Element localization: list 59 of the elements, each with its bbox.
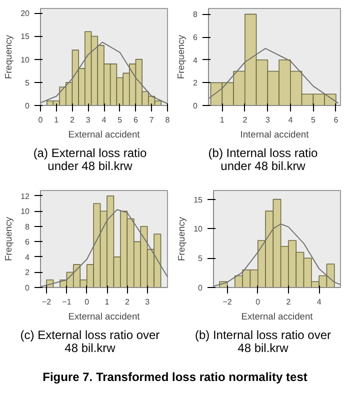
y-tick-label: 10 <box>20 55 30 64</box>
y-tick-label: 10 <box>20 207 30 216</box>
x-tick-label: 4 <box>102 116 107 124</box>
y-tick-label: 0 <box>198 284 204 292</box>
x-tick-label: 1 <box>104 298 110 306</box>
x-tick-label: 6 <box>134 116 139 124</box>
y-axis-title: Frequency <box>176 216 187 262</box>
y-tick-label: 10 <box>194 224 204 234</box>
text: (c) External loss ratio over 48 bil.krw <box>20 328 160 355</box>
y-tick-label: 8 <box>25 222 30 232</box>
x-tick-label: 0 <box>38 116 44 124</box>
x-tick-label: 5 <box>118 116 123 124</box>
y-axis-title: Frequency <box>4 34 14 80</box>
x-tick-label: 2 <box>124 298 130 306</box>
x-tick-label: 3 <box>145 298 150 306</box>
x-tick-label: 2 <box>70 116 76 124</box>
x-tick-label: 2 <box>242 116 248 124</box>
x-tick-label: 6 <box>334 116 339 124</box>
x-tick-label: 7 <box>149 116 154 124</box>
x-tick-label: 0 <box>256 298 261 306</box>
y-tick-label: 0 <box>193 102 198 110</box>
y-tick-label: 5 <box>198 254 204 264</box>
x-axis-title: Internal accident <box>240 130 310 140</box>
y-tick-label: 15 <box>20 32 30 42</box>
y-tick-label: 6 <box>193 33 198 42</box>
y-tick-label: 4 <box>193 56 198 65</box>
y-tick-label: 12 <box>20 192 30 201</box>
y-tick-label: 0 <box>25 284 30 292</box>
y-axis-title: Frequency <box>176 34 186 80</box>
text: (a) External loss ratio under 48 bil.krw <box>32 146 148 173</box>
x-axis-title: External accident <box>241 312 314 322</box>
x-axis-title: External accident <box>68 130 140 140</box>
y-tick-label: 2 <box>25 268 30 278</box>
x-tick-label: 1 <box>54 116 60 124</box>
x-tick-label: 4 <box>288 116 294 124</box>
y-tick-label: 4 <box>25 252 30 262</box>
x-axis-title: External accident <box>68 312 140 322</box>
x-tick-label: 3 <box>86 116 91 124</box>
y-axis-title: Frequency <box>4 216 14 262</box>
x-tick-label: 5 <box>310 116 316 124</box>
x-tick-label: 4 <box>316 298 322 306</box>
x-tick-label: 0 <box>84 298 90 306</box>
text: (b) Internal loss ratio over 48 bil.krw <box>194 328 332 355</box>
x-tick-label: −2 <box>222 298 232 306</box>
y-tick-label: 15 <box>194 195 204 204</box>
text: (b) Internal loss ratio under 48 bil.krw <box>207 146 319 173</box>
y-tick-label: 0 <box>25 102 30 110</box>
y-tick-label: 8 <box>193 10 198 20</box>
x-tick-label: −2 <box>42 298 52 306</box>
x-tick-label: 3 <box>265 116 270 124</box>
y-tick-label: 20 <box>20 9 30 18</box>
x-tick-label: 2 <box>286 298 292 306</box>
y-tick-label: 5 <box>25 78 30 88</box>
y-tick-label: 2 <box>193 78 198 88</box>
caption: Figure 7. Transformed loss ratio normality test <box>42 369 308 386</box>
x-tick-label: 1 <box>220 116 225 124</box>
y-tick-label: 6 <box>25 238 30 247</box>
x-tick-label: −1 <box>62 298 72 306</box>
x-tick-label: 8 <box>165 116 170 124</box>
